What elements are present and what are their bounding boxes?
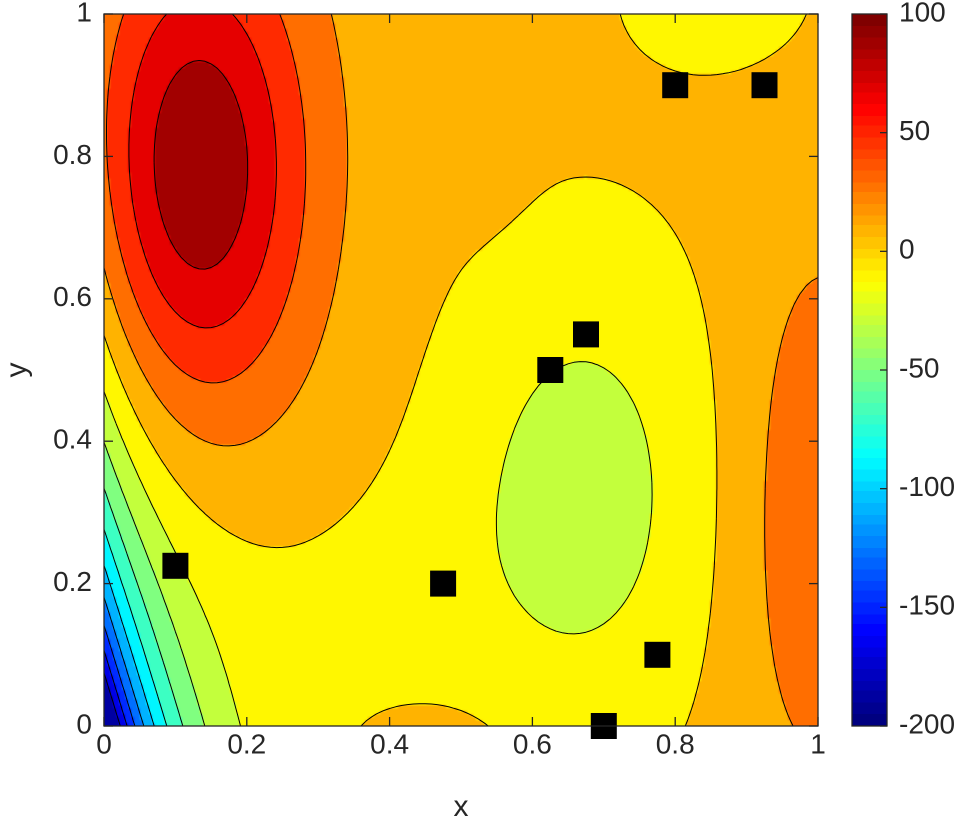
y-tick-label: 0 xyxy=(76,708,92,739)
x-tick-label: 0 xyxy=(96,728,112,759)
plot-frame xyxy=(103,13,819,727)
sample-points xyxy=(162,72,778,739)
colorbar-tick-label: 0 xyxy=(899,234,915,265)
x-axis-label: x xyxy=(454,790,469,823)
x-tick-label: 1 xyxy=(810,728,826,759)
sample-point-3 xyxy=(537,357,564,383)
x-tick-label: 0.6 xyxy=(513,728,552,759)
x-tick-label: 0.4 xyxy=(370,728,409,759)
y-tick-label: 0.8 xyxy=(53,139,92,170)
axis-ticks: 0 0.2 0.4 0.6 0.8 1 0 0.2 0.4 0.6 0.8 1 xyxy=(53,0,826,759)
colorbar-tick-label: 100 xyxy=(899,0,946,27)
colorbar-tick-label: 50 xyxy=(899,115,930,146)
sample-point-4 xyxy=(573,321,599,348)
x-tick-label: 0.8 xyxy=(656,728,695,759)
sample-point-6 xyxy=(751,72,778,99)
y-tick-label: 0.6 xyxy=(53,281,92,312)
sample-point-2 xyxy=(430,570,457,597)
colorbar-tick-label: -50 xyxy=(899,352,939,383)
colorbar-tick-label: -200 xyxy=(899,708,955,739)
x-tick-label: 0.2 xyxy=(227,728,266,759)
y-tick-label: 1 xyxy=(76,0,92,27)
contour-lines xyxy=(104,14,818,726)
colorbar-tick-label: -150 xyxy=(899,590,955,621)
contour-fill xyxy=(104,14,818,726)
sample-point-1 xyxy=(162,552,189,579)
colorbar-tick-label: -100 xyxy=(899,471,955,502)
y-tick-label: 0.2 xyxy=(53,566,92,597)
sample-point-7 xyxy=(644,641,671,668)
sample-point-5 xyxy=(662,72,689,99)
colorbar-ticks: 100 50 0 -50 -100 -150 -200 xyxy=(880,0,955,739)
contour-line-set xyxy=(104,14,818,726)
y-tick-label: 0.4 xyxy=(53,424,92,455)
y-axis-label: y xyxy=(0,363,33,378)
